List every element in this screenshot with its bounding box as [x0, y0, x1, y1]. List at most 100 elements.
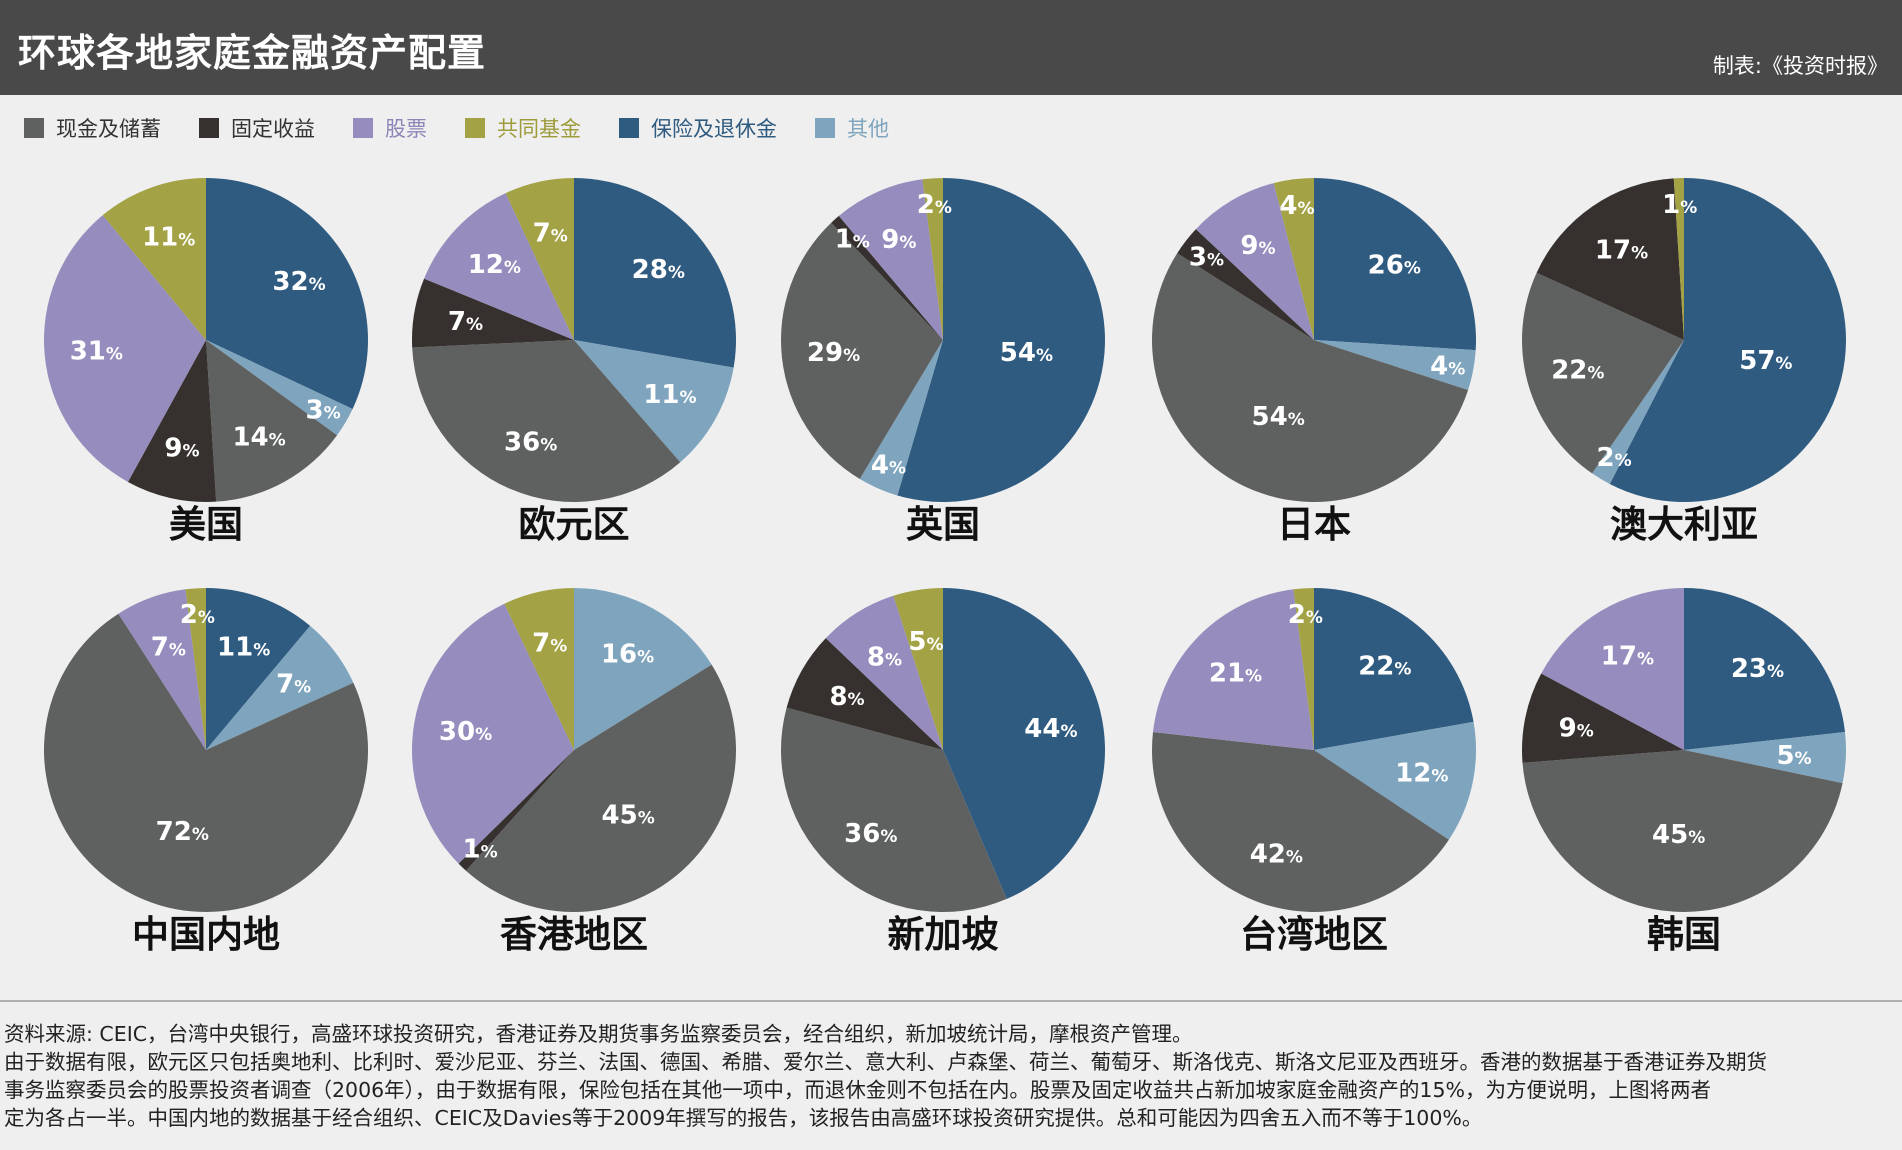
pie-slice-stocks — [424, 193, 574, 340]
pie-slice-mutual-funds — [185, 588, 206, 750]
pie-data-label: 11% — [217, 632, 270, 662]
pie-data-label: 7% — [533, 218, 568, 248]
pie-data-label: 7% — [448, 307, 483, 337]
pie-slice-cash — [1522, 750, 1843, 913]
pie-slice-insurance-pension — [206, 588, 311, 750]
footer-note-line: 由于数据有限，欧元区只包括奥地利、比利时、爱沙尼亚、芬兰、法国、德国、希腊、爱尔… — [4, 1050, 1767, 1074]
pie-slice-insurance-pension — [897, 178, 1105, 503]
pie-slice-fixed-income — [786, 638, 943, 750]
pie-slice-mutual-funds — [1293, 588, 1314, 750]
legend-swatch-fixed-income — [199, 118, 219, 138]
pie-slice-other — [1684, 732, 1846, 784]
pie-data-label: 5% — [1776, 741, 1811, 771]
pie-chart-grid: 32% 3% 14% 9% 31% 11% 美国 28% 11% 36% 7% 12% 7% 欧元区 54%… — [43, 178, 1847, 956]
pie-data-label: 9% — [1559, 713, 1594, 743]
pie-chart-taiwan: 22% 12% 42% 21% 2% 台湾地区 — [1152, 588, 1476, 956]
pie-data-label: 22% — [1358, 652, 1411, 682]
pie-slice-insurance-pension — [1684, 588, 1846, 750]
divider — [0, 1000, 1902, 1002]
pie-chart-china-mainland: 11%7%72%7%2%中国内地 — [43, 588, 368, 956]
legend-item-stocks: 股票 — [353, 113, 427, 143]
legend-label-other: 其他 — [847, 117, 889, 141]
pie-data-label: 9% — [881, 225, 916, 255]
legend-label-mutual-funds: 共同基金 — [497, 117, 581, 141]
pie-data-label: 72% — [156, 817, 209, 847]
pie-data-label: 14% — [232, 423, 285, 453]
pie-slice-other — [206, 340, 353, 436]
pie-slice-insurance-pension — [943, 588, 1105, 899]
pie-data-label: 4% — [1279, 191, 1314, 221]
pie-slice-fixed-income — [831, 215, 943, 340]
pie-slice-mutual-funds — [505, 178, 574, 340]
legend-label-stocks: 股票 — [385, 117, 427, 141]
pie-slice-insurance-pension — [1314, 588, 1474, 750]
legend-item-mutual-funds: 共同基金 — [465, 113, 581, 143]
pie-slice-other — [859, 340, 943, 496]
pie-slice-fixed-income — [1536, 178, 1684, 340]
pie-data-label: 2% — [917, 190, 952, 220]
pie-data-label: 17% — [1595, 235, 1648, 265]
page-title: 环球各地家庭金融资产配置 — [18, 31, 487, 75]
chart-title-taiwan: 台湾地区 — [1240, 913, 1388, 956]
pie-data-label: 2% — [1288, 600, 1323, 630]
pie-chart-korea: 23% 5% 45% 9% 17% 韩国 — [1522, 588, 1846, 956]
footer-source-line: 资料来源: CEIC，台湾中央银行，高盛环球投资研究，香港证券及期货事务监察委员… — [4, 1022, 1193, 1046]
pie-slice-cash — [1152, 732, 1449, 912]
pie-data-label: 32% — [272, 267, 325, 297]
legend: 现金及储蓄 固定收益 股票 共同基金 保险及退休金 其他 — [24, 113, 927, 143]
pie-data-label: 42% — [1250, 840, 1303, 870]
pie-slice-insurance-pension — [574, 178, 737, 368]
pie-slice-stocks — [1195, 183, 1314, 340]
legend-item-cash: 现金及储蓄 — [24, 113, 161, 143]
pie-slice-stocks — [1541, 588, 1684, 750]
pie-slice-insurance-pension — [206, 178, 368, 409]
pie-data-label: 9% — [164, 434, 199, 464]
pie-data-label: 2% — [1597, 443, 1632, 473]
chart-title-japan: 日本 — [1277, 503, 1351, 546]
pie-slice-mutual-funds — [1273, 178, 1314, 340]
pie-data-label: 4% — [871, 451, 906, 481]
pie-data-label: 5% — [908, 627, 943, 657]
chart-title-australia: 澳大利亚 — [1610, 503, 1758, 546]
pie-data-label: 36% — [844, 819, 897, 849]
pie-slice-cash — [781, 222, 943, 479]
pie-chart-eurozone: 28% 11% 36% 7% 12% 7% 欧元区 — [411, 178, 737, 546]
pie-data-label: 3% — [306, 395, 341, 425]
pie-chart-australia: 57% 2% 22% 17% 1% 澳大利亚 — [1521, 178, 1847, 546]
pie-data-label: 45% — [602, 801, 655, 831]
legend-label-fixed-income: 固定收益 — [231, 117, 315, 141]
pie-slice-other — [574, 588, 712, 750]
pie-slice-fixed-income — [1522, 673, 1684, 763]
pie-slice-stocks — [825, 595, 943, 750]
pie-slice-cash — [1521, 272, 1684, 474]
pie-data-label: 54% — [1000, 338, 1053, 368]
pie-slice-stocks — [838, 179, 943, 340]
pie-data-label: 7% — [151, 632, 186, 662]
pie-data-label: 4% — [1430, 351, 1465, 381]
legend-swatch-insurance-pension — [619, 118, 639, 138]
pie-data-label: 7% — [276, 669, 311, 699]
pie-slice-other — [574, 340, 734, 463]
pie-data-label: 2% — [180, 600, 215, 630]
pie-data-label: 23% — [1731, 654, 1784, 684]
pie-slice-cash — [1152, 253, 1469, 502]
legend-label-cash: 现金及储蓄 — [56, 117, 161, 141]
chart-title-hong-kong: 香港地区 — [500, 913, 648, 956]
pie-data-label: 9% — [1240, 231, 1275, 261]
pie-data-label: 31% — [70, 336, 123, 366]
legend-swatch-stocks — [353, 118, 373, 138]
legend-swatch-other — [815, 118, 835, 138]
pie-slice-cash — [43, 613, 368, 912]
legend-swatch-mutual-funds — [465, 118, 485, 138]
pie-data-label: 16% — [601, 640, 654, 670]
pie-data-label: 7% — [532, 629, 567, 659]
pie-chart-usa: 32% 3% 14% 9% 31% 11% 美国 — [43, 178, 368, 546]
pie-data-label: 57% — [1739, 346, 1792, 376]
pie-data-label: 1% — [1662, 190, 1697, 220]
legend-swatch-cash — [24, 118, 44, 138]
pie-data-label: 1% — [463, 834, 498, 864]
chart-title-singapore: 新加坡 — [888, 913, 999, 956]
pie-data-label: 22% — [1551, 355, 1604, 385]
pie-slice-other — [1314, 721, 1476, 840]
pie-slice-stocks — [412, 603, 574, 864]
